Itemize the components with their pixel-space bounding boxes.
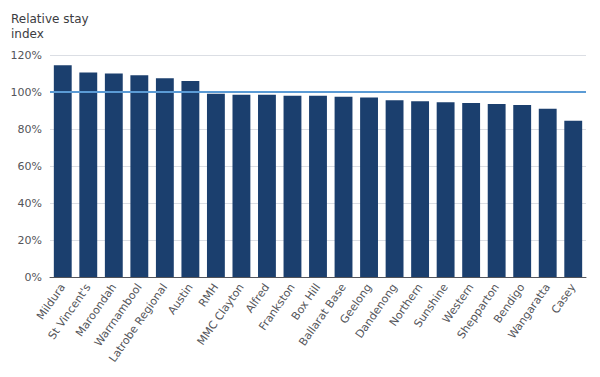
svg-text:Ballarat Base: Ballarat Base xyxy=(296,281,349,349)
svg-text:Austin: Austin xyxy=(165,281,196,317)
svg-text:100%: 100% xyxy=(11,86,42,99)
svg-text:Western: Western xyxy=(439,281,477,326)
svg-text:Mildura: Mildura xyxy=(34,281,69,323)
svg-text:Casey: Casey xyxy=(549,281,579,316)
svg-text:Northern: Northern xyxy=(386,281,426,329)
svg-text:Warrnambool: Warrnambool xyxy=(91,281,145,349)
svg-text:RMH: RMH xyxy=(196,281,221,309)
svg-text:Dandenong: Dandenong xyxy=(352,281,400,341)
svg-text:Alfred: Alfred xyxy=(243,281,273,316)
svg-text:0%: 0% xyxy=(25,271,42,284)
svg-text:Frankston: Frankston xyxy=(256,281,298,333)
svg-text:Wangaratta: Wangaratta xyxy=(506,281,554,341)
svg-text:Shepparton: Shepparton xyxy=(454,281,502,342)
svg-text:Bendigo: Bendigo xyxy=(491,281,528,326)
svg-text:Relative stay: Relative stay xyxy=(11,12,89,26)
svg-text:Box Hill: Box Hill xyxy=(288,281,324,323)
svg-text:Latrobe Regional: Latrobe Regional xyxy=(106,281,170,365)
svg-text:120%: 120% xyxy=(11,49,42,62)
svg-text:MMC Clayton: MMC Clayton xyxy=(195,281,247,348)
svg-text:80%: 80% xyxy=(18,123,42,136)
svg-text:40%: 40% xyxy=(18,197,42,210)
svg-text:Geelong: Geelong xyxy=(337,281,375,327)
svg-text:60%: 60% xyxy=(18,160,42,173)
svg-text:Sunshine: Sunshine xyxy=(411,281,451,330)
svg-text:20%: 20% xyxy=(18,234,42,247)
svg-text:Maroondah: Maroondah xyxy=(73,281,120,340)
svg-text:St Vincent's: St Vincent's xyxy=(45,281,94,342)
svg-text:index: index xyxy=(11,27,44,41)
